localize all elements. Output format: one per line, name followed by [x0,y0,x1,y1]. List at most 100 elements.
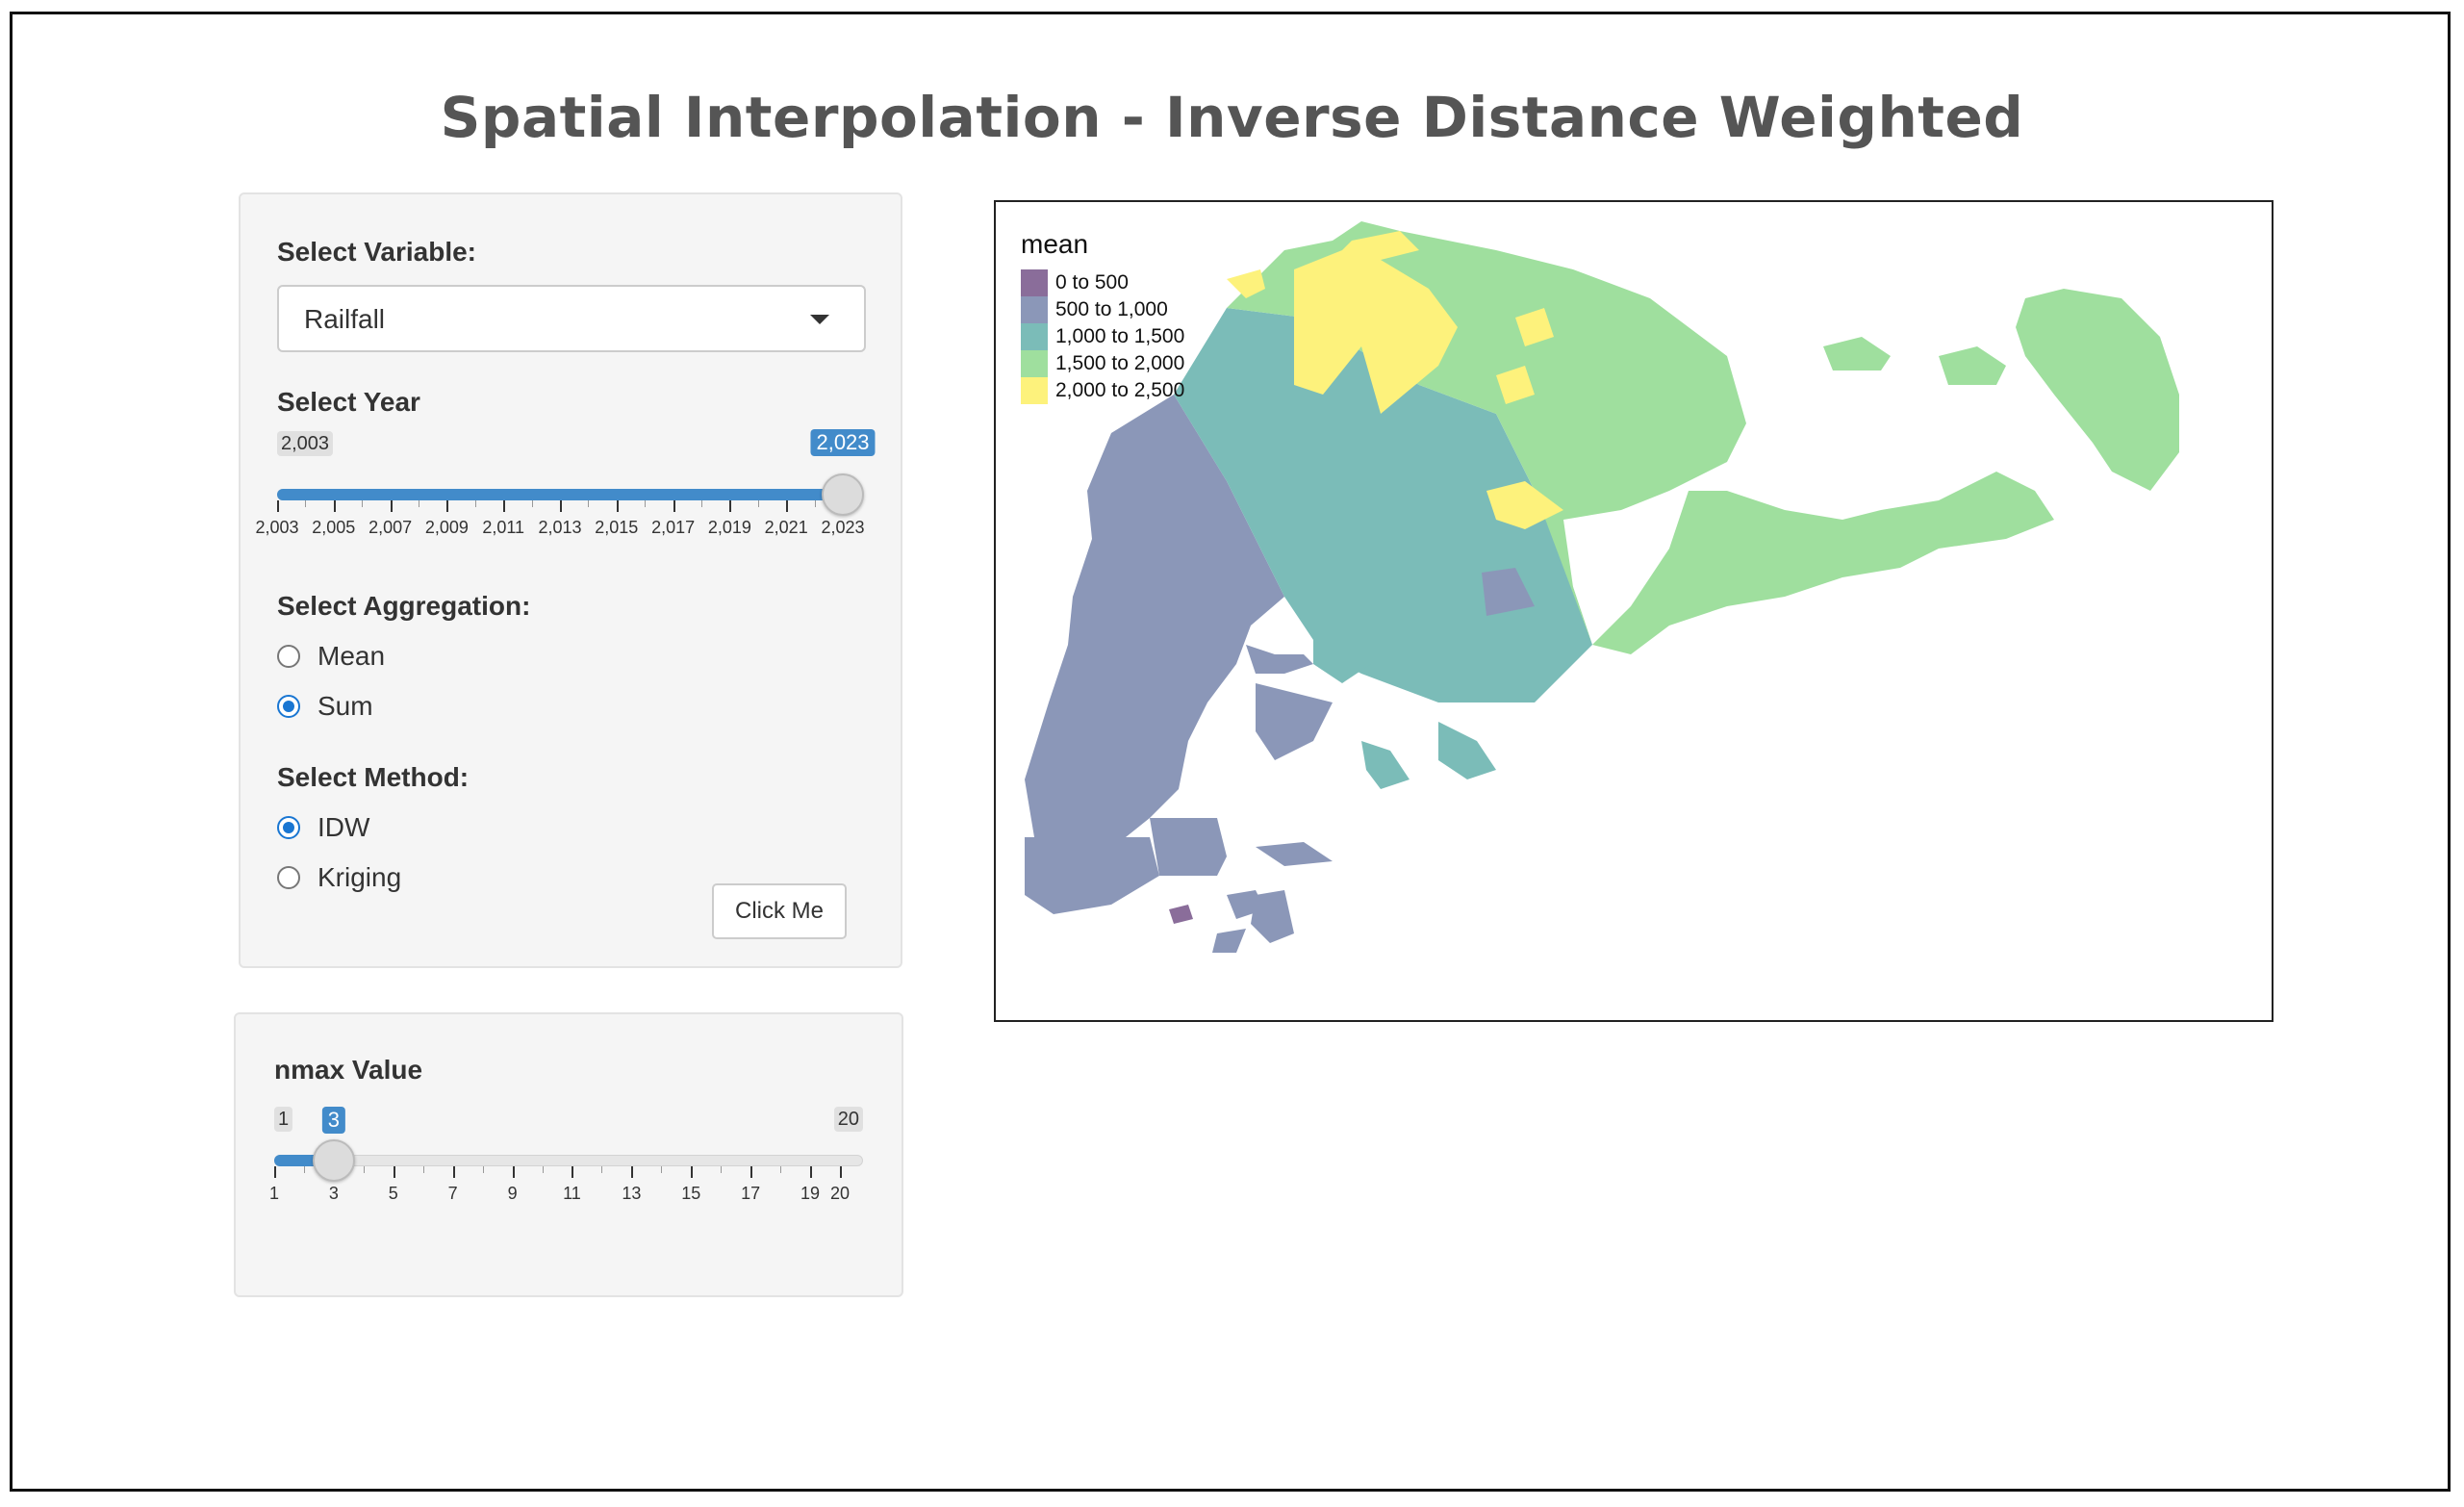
slider-major-tick [274,1166,276,1178]
slider-major-tick [560,500,562,512]
slider-major-tick [277,500,279,512]
slider-tick-label: 17 [741,1184,761,1203]
map-region [1294,231,1458,414]
map-region [1313,606,1371,683]
legend-swatch [1021,269,1048,296]
nmax-slider-handle[interactable] [312,1139,355,1182]
slider-tick-label: 2,019 [707,518,751,537]
slider-tick-label: 7 [447,1184,458,1203]
slider-tick-label: 2,015 [595,518,639,537]
idw-map: mean 0 to 500 500 to 1,000 1,000 to 1,50… [994,200,2273,1022]
slider-major-tick [673,500,675,512]
controls-panel: Select Variable: Railfall Select Year 2,… [239,192,902,968]
aggregation-option-label: Mean [318,641,386,671]
slider-minor-tick [482,1166,484,1173]
aggregation-label: Select Aggregation: [277,591,531,621]
legend-swatch [1021,350,1048,377]
slider-tick-label: 2,017 [651,518,696,537]
year-slider[interactable]: 2,003 2,023 2,003 2,005 2,007 2,009 2,011 2,0… [255,427,876,543]
slider-tick-label: 2,013 [538,518,582,537]
slider-major-tick [810,1166,813,1178]
slider-minor-tick [531,500,533,507]
slider-minor-tick [305,500,307,507]
map-region [1150,818,1227,876]
slider-minor-tick [814,500,816,507]
slider-tick-label: 5 [388,1184,398,1203]
map-island [1169,905,1193,924]
map-region [1482,568,1535,616]
slider-major-tick [512,1166,515,1178]
slider-minor-tick [661,1166,663,1173]
nmax-slider-min: 1 [274,1107,293,1132]
map-region [1515,308,1554,346]
year-slider-handle[interactable] [822,473,864,516]
nmax-slider-track [274,1155,863,1166]
radio-button[interactable] [277,816,300,839]
map-island [1939,346,2006,385]
map-region [1227,269,1265,298]
map-region [1486,481,1563,529]
map-island [2016,289,2179,491]
radio-button[interactable] [277,645,300,668]
slider-tick-label: 15 [681,1184,701,1203]
slider-minor-tick [363,1166,365,1173]
method-label: Select Method: [277,762,470,792]
slider-minor-tick [474,500,476,507]
slider-tick-label: 2,005 [312,518,356,537]
aggregation-option-label: Sum [318,691,373,721]
slider-major-tick [452,1166,455,1178]
nmax-slider-value: 3 [321,1107,346,1134]
slider-major-tick [631,1166,634,1178]
legend-swatch [1021,377,1048,404]
radio-button[interactable] [277,695,300,718]
slider-major-tick [691,1166,694,1178]
slider-minor-tick [542,1166,544,1173]
slider-tick-label: 2,021 [764,518,808,537]
slider-tick-label: 2,007 [368,518,413,537]
slider-major-tick [446,500,449,512]
slider-major-tick [786,500,789,512]
slider-major-tick [750,1166,753,1178]
map-island [1256,842,1333,866]
variable-select[interactable]: Railfall [277,285,866,352]
slider-minor-tick [780,1166,782,1173]
slider-minor-tick [601,1166,603,1173]
legend-title: mean [1021,229,1089,259]
nmax-panel: nmax Value 1 3 20 1 3 5 7 9 11 13 15 17 19 20 [234,1012,903,1297]
slider-minor-tick [721,1166,723,1173]
slider-major-tick [393,1166,395,1178]
map-island [1823,337,1891,370]
slider-tick-label: 19 [800,1184,821,1203]
legend-label: 2,000 to 2,500 [1055,379,1185,401]
legend-label: 0 to 500 [1055,271,1129,294]
slider-tick-label: 20 [829,1184,851,1203]
radio-button[interactable] [277,866,300,889]
legend-swatch [1021,296,1048,323]
slider-tick-label: 1 [268,1184,280,1203]
slider-tick-label: 2,003 [255,518,299,537]
nmax-slider[interactable]: 1 3 20 1 3 5 7 9 11 13 15 17 19 20 [269,1107,863,1232]
map-island [1212,929,1246,953]
map-island [1251,890,1294,943]
page-title: Spatial Interpolation - Inverse Distance… [440,85,2024,150]
map-region [1246,645,1313,674]
slider-major-tick [503,500,506,512]
map-region [1256,683,1333,760]
map-region [1438,722,1496,779]
singapore-idw-map [1025,221,2179,953]
slider-major-tick [390,500,393,512]
legend-label: 500 to 1,000 [1055,298,1168,320]
click-me-button[interactable]: Click Me [712,883,847,939]
legend-swatch [1021,323,1048,350]
slider-minor-tick [701,500,702,507]
map-region [1496,366,1535,404]
slider-tick-label: 3 [328,1184,339,1203]
legend-label: 1,500 to 2,000 [1055,352,1185,374]
method-option-label: Kriging [318,862,402,892]
slider-minor-tick [645,500,647,507]
chevron-down-icon [810,315,829,324]
year-slider-min: 2,003 [277,431,334,456]
slider-tick-label: 2,023 [821,518,865,537]
slider-minor-tick [362,500,364,507]
slider-major-tick [840,1166,842,1178]
